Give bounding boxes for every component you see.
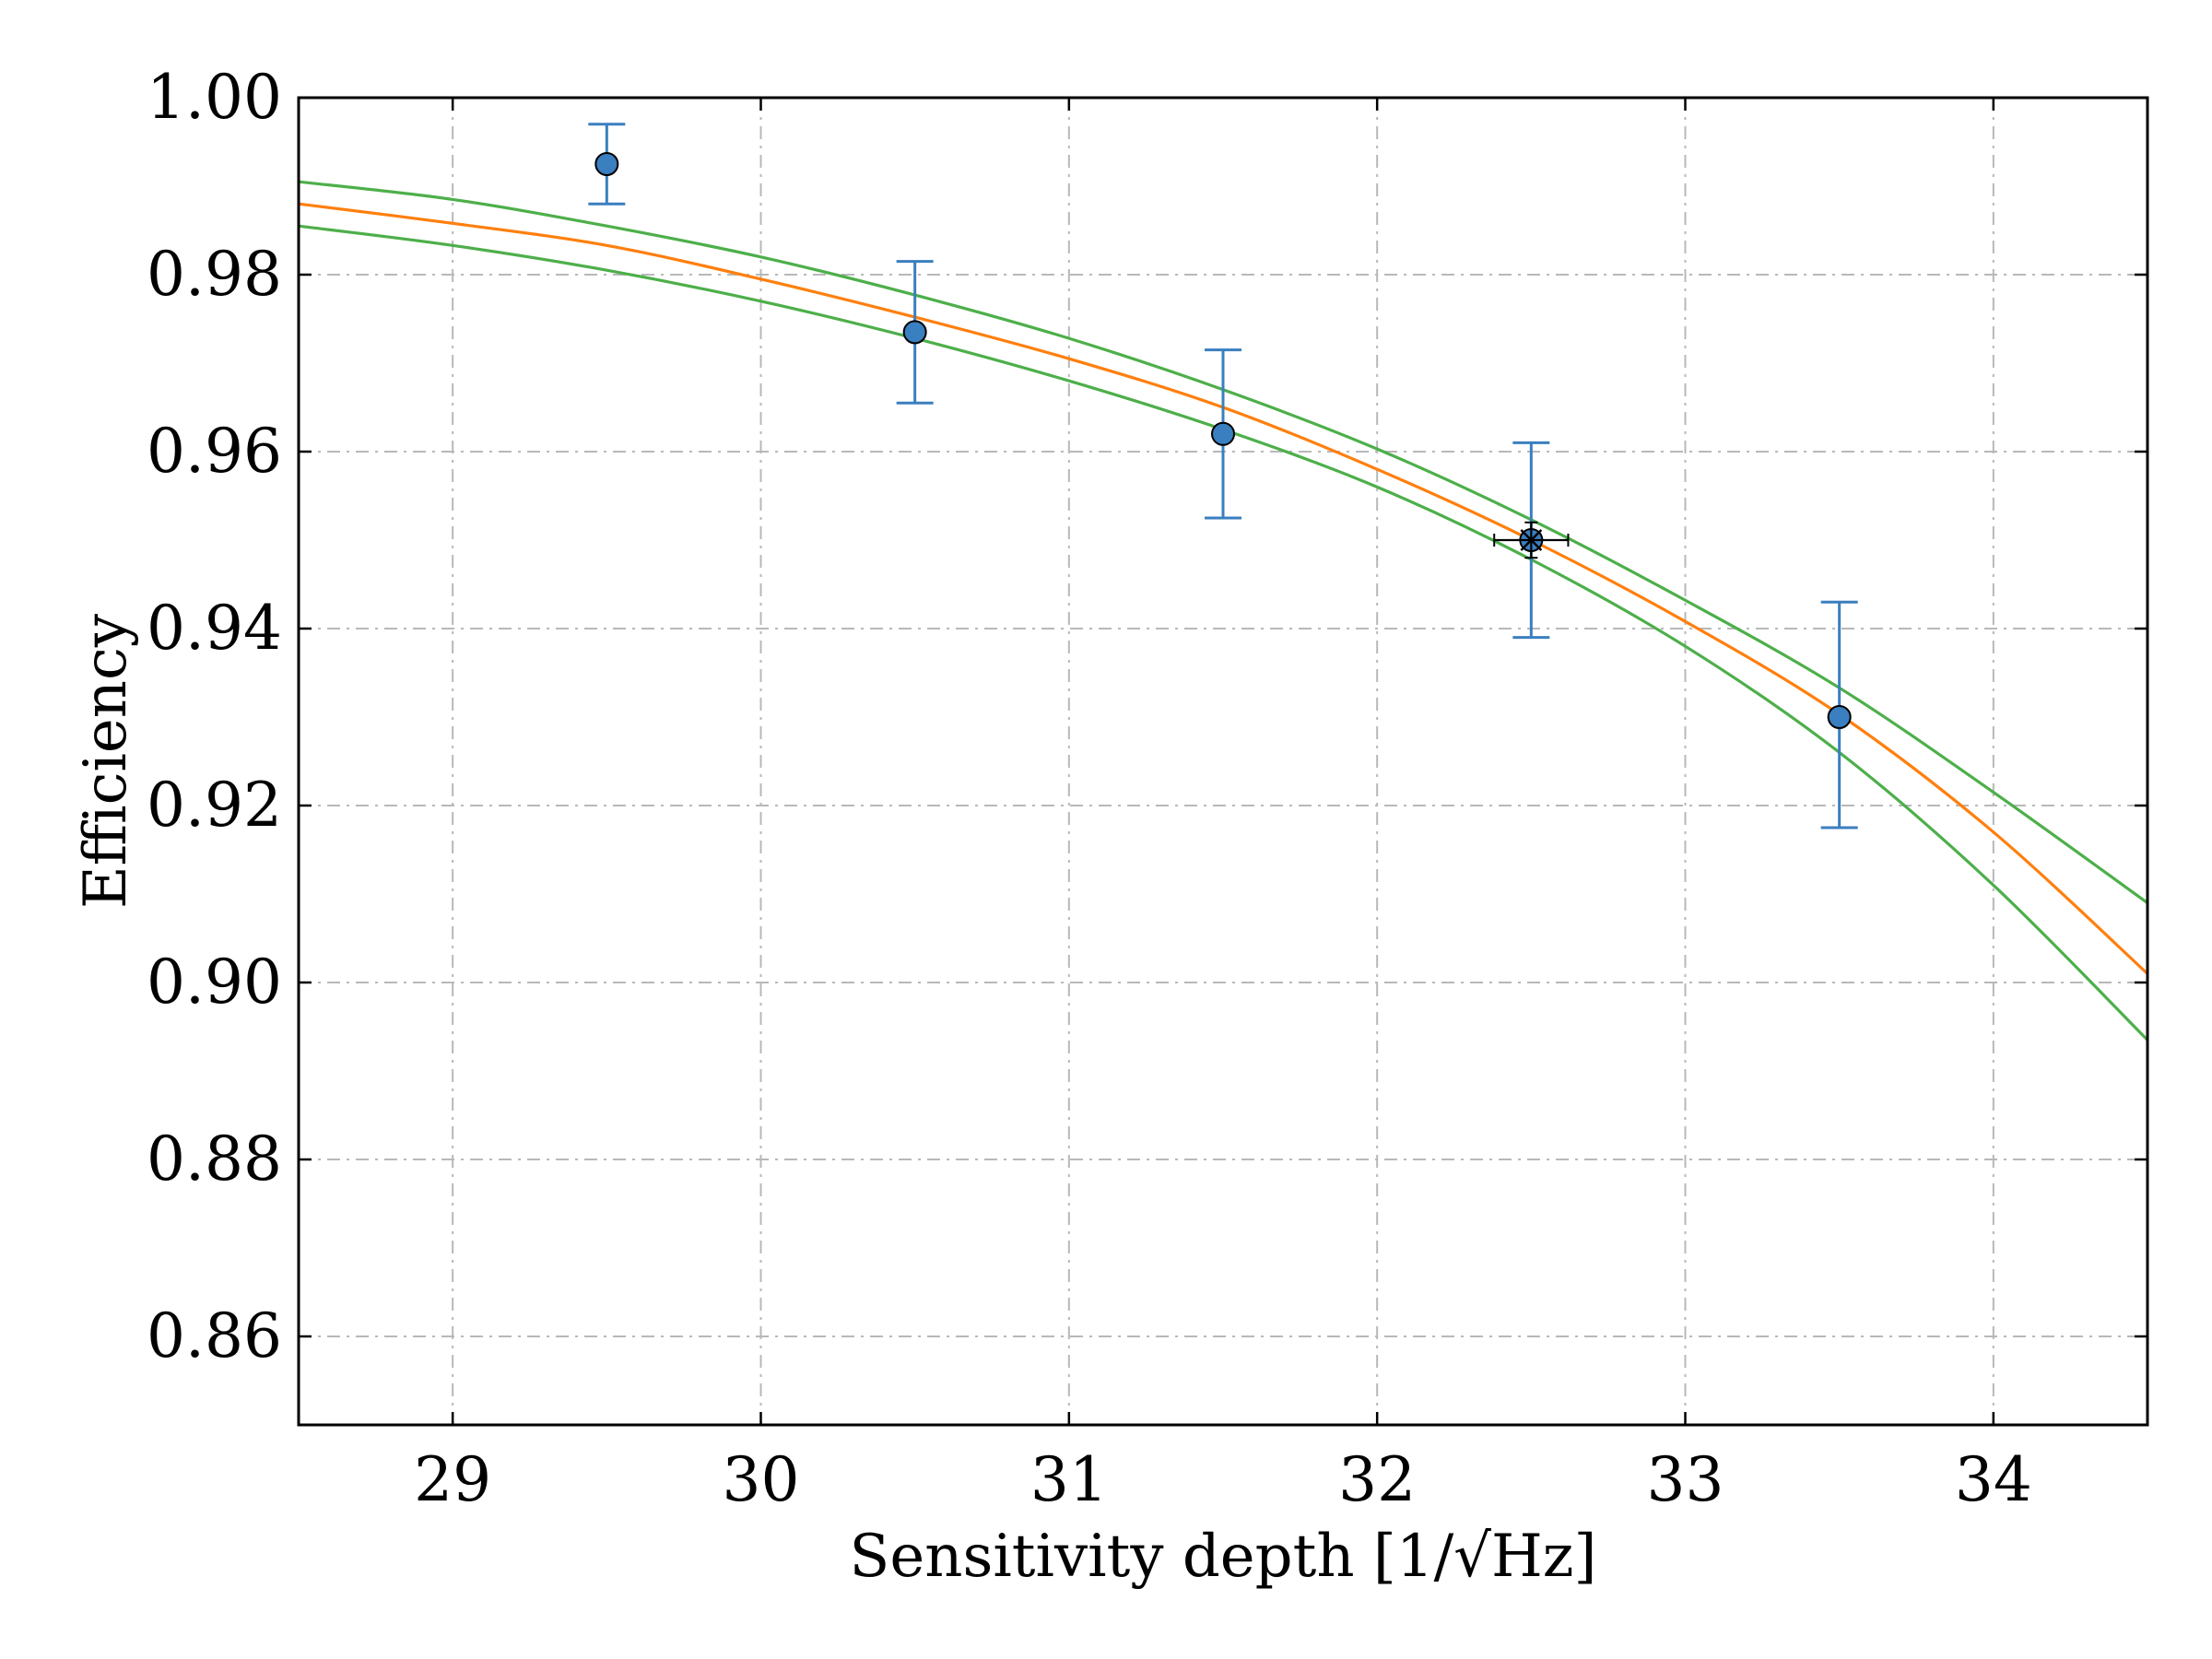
x-tick-label: 33 [1647, 1444, 1724, 1515]
x-tick-label: 34 [1955, 1444, 2032, 1515]
plot-frame [297, 96, 2149, 1427]
tick-layer: 29 30 31 32 33 34 0.86 0.88 0.90 0.92 0.94 0.96 0.98… [147, 62, 2147, 1515]
data-point [1211, 421, 1235, 446]
x-tick-label: 31 [1030, 1444, 1108, 1515]
curve-layer [298, 180, 2149, 1041]
y-tick-label: 0.94 [147, 593, 282, 664]
y-tick-label: 0.98 [147, 239, 282, 310]
y-tick-label: 0.90 [147, 947, 282, 1018]
x-tick-label: 29 [414, 1444, 491, 1515]
data-point [1827, 705, 1852, 729]
grid-layer [299, 98, 2147, 1425]
y-tick-label: 0.92 [147, 770, 282, 841]
x-tick-label: 32 [1338, 1444, 1416, 1515]
x-tick-label: 30 [723, 1444, 800, 1515]
fit-upper-bound-curve [298, 180, 2148, 904]
data-point [594, 152, 619, 176]
x-axis-title: Sensitivity depth [1/√Hz] [850, 1523, 1597, 1591]
y-axis-title: Efficiency [72, 614, 140, 909]
y-tick-label: 0.86 [147, 1300, 282, 1371]
y-tick-label: 0.96 [147, 416, 282, 487]
fit-lower-bound-curve [298, 224, 2149, 1041]
y-tick-label: 1.00 [147, 62, 282, 133]
point-layer [588, 123, 1858, 830]
fit-curve [298, 202, 2149, 975]
data-point [902, 320, 927, 345]
y-tick-label: 0.88 [147, 1124, 282, 1194]
reference-cross-mark [1520, 529, 1543, 551]
